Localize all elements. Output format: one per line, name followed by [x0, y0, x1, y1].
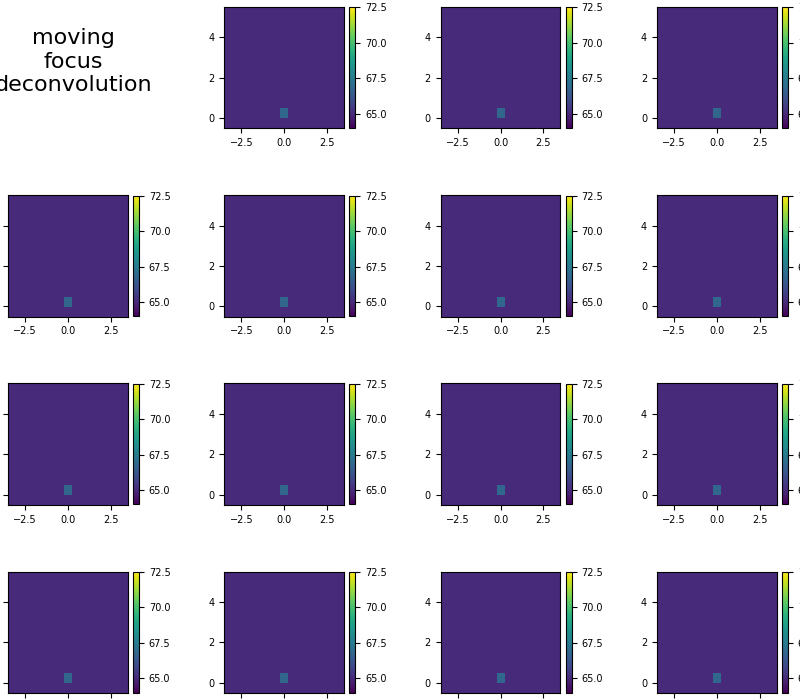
Text: moving
focus
deconvolution: moving focus deconvolution: [0, 29, 152, 94]
